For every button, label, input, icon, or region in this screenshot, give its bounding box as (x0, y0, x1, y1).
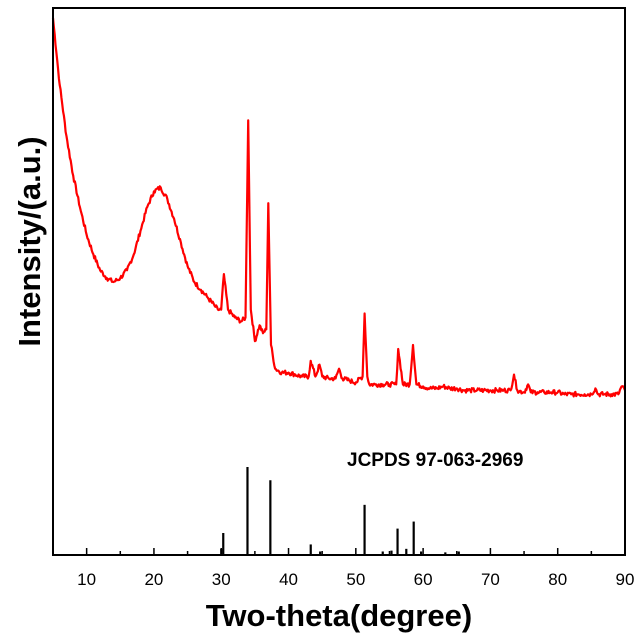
x-tick-label: 30 (212, 570, 231, 589)
x-tick-label: 60 (414, 570, 433, 589)
y-axis-title: Intensity/(a.u.) (12, 136, 47, 346)
x-tick-label: 50 (346, 570, 365, 589)
x-tick-label: 40 (279, 570, 298, 589)
x-tick-label: 70 (481, 570, 500, 589)
x-tick-label: 20 (144, 570, 163, 589)
xrd-intensity-line (51, 17, 627, 398)
x-axis-ticks: 10 20 30 40 50 60 70 80 90 (77, 548, 634, 589)
plot-frame (52, 7, 626, 556)
reference-label: JCPDS 97-063-2969 (347, 450, 523, 471)
reference-pattern (220, 467, 460, 555)
x-axis-title: Two-theta(degree) (206, 598, 472, 633)
x-tick-label: 80 (548, 570, 567, 589)
series-group (51, 17, 627, 398)
x-tick-label: 90 (616, 570, 635, 589)
x-tick-label: 10 (77, 570, 96, 589)
